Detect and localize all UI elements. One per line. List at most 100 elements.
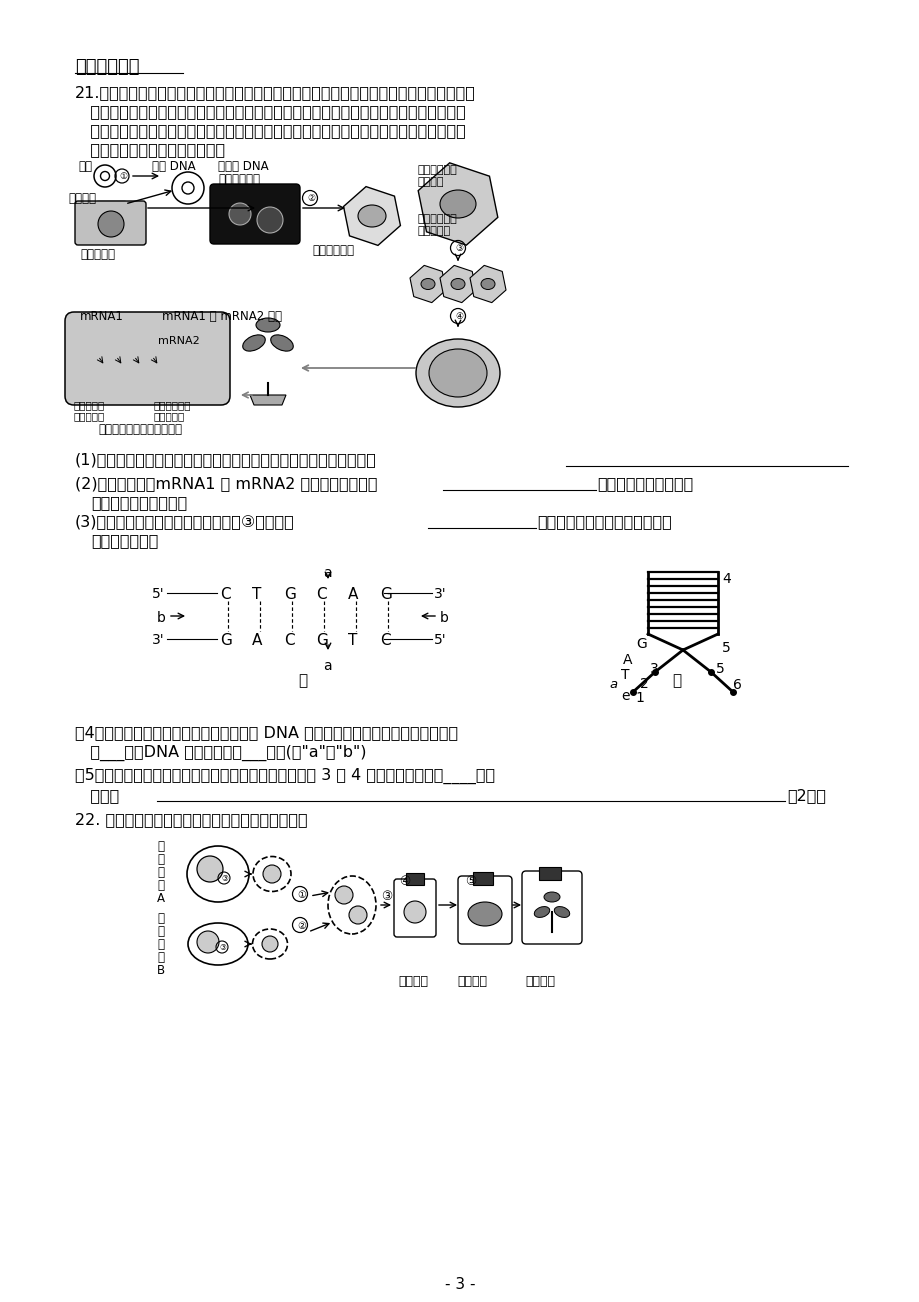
Text: 土壤农杆菌: 土壤农杆菌 — [80, 247, 115, 260]
Text: 细: 细 — [157, 937, 164, 950]
Text: A: A — [252, 633, 262, 648]
Text: 3': 3' — [152, 633, 165, 647]
Text: ②: ② — [307, 194, 315, 203]
Text: 物: 物 — [157, 853, 164, 866]
Text: 物: 物 — [157, 924, 164, 937]
Text: 抗软化番茄及其抗软化机理: 抗软化番茄及其抗软化机理 — [98, 423, 182, 436]
Circle shape — [229, 203, 251, 225]
Text: 3': 3' — [434, 587, 446, 602]
Ellipse shape — [252, 930, 288, 960]
Text: b: b — [439, 611, 448, 625]
Ellipse shape — [187, 923, 248, 965]
Text: 重组 DNA: 重组 DNA — [152, 160, 196, 173]
Text: 获得了抗软化的性状。: 获得了抗软化的性状。 — [91, 495, 187, 510]
Text: 胞: 胞 — [157, 950, 164, 963]
FancyBboxPatch shape — [210, 184, 300, 243]
Text: 愈伤组织: 愈伤组织 — [457, 975, 486, 988]
Ellipse shape — [421, 279, 435, 289]
Text: ②: ② — [297, 921, 305, 931]
Text: C: C — [380, 633, 391, 648]
Text: 的___处，DNA 连接酶作用于___处。(填"a"或"b"): 的___处，DNA 连接酶作用于___处。(填"a"或"b") — [75, 745, 366, 762]
Text: 醛酸酶基因: 醛酸酶基因 — [153, 411, 185, 421]
Bar — [96, 201, 125, 210]
Text: 醛酸酶基因: 醛酸酶基因 — [74, 411, 105, 421]
FancyBboxPatch shape — [75, 201, 146, 245]
Text: a: a — [608, 678, 617, 691]
Text: e: e — [620, 689, 629, 703]
Ellipse shape — [428, 349, 486, 397]
Text: (2)从图中可见，mRNA1 和 mRNA2 的结合直接导致了: (2)从图中可见，mRNA1 和 mRNA2 的结合直接导致了 — [75, 477, 377, 491]
Text: T: T — [347, 633, 357, 648]
Text: 多聚半乳糖醛: 多聚半乳糖醛 — [417, 165, 458, 174]
Text: 细: 细 — [157, 866, 164, 879]
Text: G: G — [315, 633, 327, 648]
Ellipse shape — [415, 339, 499, 408]
Text: ，然后诱导出试管苗，进一步培: ，然后诱导出试管苗，进一步培 — [537, 514, 671, 529]
Text: 甲: 甲 — [298, 673, 307, 687]
Text: 明理由: 明理由 — [75, 788, 119, 803]
Text: （2分）: （2分） — [786, 788, 825, 803]
Ellipse shape — [270, 335, 293, 352]
Text: T: T — [252, 587, 261, 602]
Text: 酸酶基因: 酸酶基因 — [417, 177, 444, 187]
Polygon shape — [250, 395, 286, 405]
Text: （4）如图甲，获得目的基因后，构建重组 DNA 分子所用的限制性内切酶作用于图中: （4）如图甲，获得目的基因后，构建重组 DNA 分子所用的限制性内切酶作用于图中 — [75, 725, 458, 740]
Text: 控制细胞产生多聚半乳糖醛酸酶，该酶能破坏细胞壁，使番茄软化，不耐贮藏。为满足人: 控制细胞产生多聚半乳糖醛酸酶，该酶能破坏细胞壁，使番茄软化，不耐贮藏。为满足人 — [75, 104, 465, 118]
Text: ⑤: ⑤ — [464, 875, 476, 888]
Text: A: A — [347, 587, 358, 602]
Text: 6: 6 — [732, 678, 741, 691]
Text: ③: ③ — [380, 891, 391, 904]
Text: ①: ① — [297, 891, 305, 900]
Text: 普通番茄细胞: 普通番茄细胞 — [312, 243, 354, 256]
Text: B: B — [157, 963, 165, 976]
Text: G: G — [284, 587, 296, 602]
Text: 多聚半乳糖: 多聚半乳糖 — [74, 400, 105, 410]
Bar — [539, 867, 561, 880]
Text: 5: 5 — [715, 661, 724, 676]
Ellipse shape — [253, 857, 290, 892]
Text: 3: 3 — [650, 661, 658, 676]
Ellipse shape — [468, 902, 502, 926]
Text: ④: ④ — [399, 875, 410, 888]
Circle shape — [262, 936, 278, 952]
Text: 植: 植 — [157, 911, 164, 924]
Circle shape — [403, 901, 425, 923]
Text: ③: ③ — [219, 943, 226, 952]
Ellipse shape — [543, 892, 560, 902]
Ellipse shape — [553, 906, 569, 918]
Circle shape — [335, 885, 353, 904]
Ellipse shape — [534, 906, 550, 918]
Circle shape — [256, 207, 283, 233]
Text: 22. 下图是植物细胞杂交过程示意图，请据图回答：: 22. 下图是植物细胞杂交过程示意图，请据图回答： — [75, 812, 307, 827]
Bar — [405, 874, 424, 885]
FancyBboxPatch shape — [521, 871, 582, 944]
Text: 乙: 乙 — [671, 673, 680, 687]
FancyBboxPatch shape — [393, 879, 436, 937]
Text: A: A — [622, 654, 632, 667]
Bar — [472, 872, 493, 885]
Text: 抗多聚半乳糖: 抗多聚半乳糖 — [153, 400, 191, 410]
Text: - 3 -: - 3 - — [444, 1277, 475, 1292]
Ellipse shape — [328, 876, 376, 934]
Text: ③: ③ — [455, 243, 462, 253]
FancyBboxPatch shape — [65, 312, 230, 405]
Text: 目的基因: 目的基因 — [68, 191, 96, 204]
Text: 胞: 胞 — [157, 879, 164, 892]
Text: 们的生产生活需要，科学家们通过基因工程技术，培育出了抗软化、保鲜时间长的番茄新: 们的生产生活需要，科学家们通过基因工程技术，培育出了抗软化、保鲜时间长的番茄新 — [75, 122, 465, 138]
Text: G: G — [380, 587, 391, 602]
Text: 的土壤农杆菌: 的土壤农杆菌 — [218, 173, 260, 186]
Text: 品种。操作流程如图，请回答：: 品种。操作流程如图，请回答： — [75, 142, 225, 158]
Text: 醛酸酶基因: 醛酸酶基因 — [417, 227, 450, 236]
Text: 植: 植 — [157, 840, 164, 853]
Text: 抗多聚半乳糖: 抗多聚半乳糖 — [417, 214, 458, 224]
Text: 杂种植株: 杂种植株 — [525, 975, 554, 988]
Text: C: C — [315, 587, 326, 602]
Text: A: A — [157, 892, 165, 905]
Circle shape — [197, 931, 219, 953]
Text: ③: ③ — [221, 874, 228, 883]
Circle shape — [263, 865, 280, 883]
Text: 二、非选择题: 二、非选择题 — [75, 59, 140, 76]
Ellipse shape — [187, 846, 249, 902]
FancyBboxPatch shape — [458, 876, 512, 944]
Circle shape — [98, 211, 124, 237]
